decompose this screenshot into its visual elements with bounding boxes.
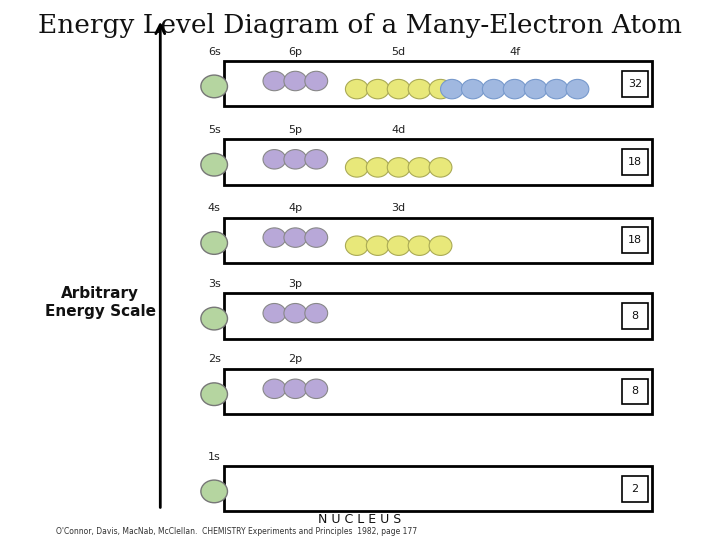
Circle shape <box>201 480 228 503</box>
Circle shape <box>284 71 307 91</box>
Circle shape <box>305 379 328 399</box>
Circle shape <box>346 79 368 99</box>
Text: 18: 18 <box>628 157 642 167</box>
Circle shape <box>305 150 328 169</box>
Bar <box>622 149 649 175</box>
Circle shape <box>263 379 286 399</box>
Circle shape <box>305 303 328 323</box>
Circle shape <box>201 75 228 98</box>
Circle shape <box>284 379 307 399</box>
Circle shape <box>387 236 410 255</box>
Text: 6p: 6p <box>288 46 302 57</box>
Text: 4d: 4d <box>392 125 406 135</box>
Circle shape <box>284 228 307 247</box>
Text: 3p: 3p <box>288 279 302 289</box>
Circle shape <box>284 303 307 323</box>
Text: O'Connor, Davis, MacNab, McClellan.  CHEMISTRY Experiments and Principles  1982,: O'Connor, Davis, MacNab, McClellan. CHEM… <box>55 526 417 536</box>
Text: Arbitrary
Energy Scale: Arbitrary Energy Scale <box>45 286 156 319</box>
Circle shape <box>429 158 452 177</box>
Text: 4f: 4f <box>509 46 521 57</box>
Circle shape <box>305 71 328 91</box>
Text: 4p: 4p <box>288 203 302 213</box>
Text: 5d: 5d <box>392 46 406 57</box>
Bar <box>224 61 652 106</box>
Circle shape <box>346 236 368 255</box>
Circle shape <box>284 150 307 169</box>
Circle shape <box>524 79 547 99</box>
Circle shape <box>201 153 228 176</box>
Circle shape <box>503 79 526 99</box>
Bar <box>224 466 652 511</box>
Text: 18: 18 <box>628 235 642 245</box>
Text: 4s: 4s <box>208 203 220 213</box>
Circle shape <box>566 79 589 99</box>
Circle shape <box>305 228 328 247</box>
Circle shape <box>263 71 286 91</box>
Text: 6s: 6s <box>208 46 220 57</box>
Circle shape <box>462 79 485 99</box>
Circle shape <box>408 236 431 255</box>
Circle shape <box>366 79 390 99</box>
Circle shape <box>366 158 390 177</box>
Circle shape <box>387 158 410 177</box>
Bar <box>224 139 652 185</box>
Bar <box>622 227 649 253</box>
Text: 5s: 5s <box>208 125 220 135</box>
Bar <box>224 293 652 339</box>
Circle shape <box>545 79 568 99</box>
Text: 5p: 5p <box>288 125 302 135</box>
Circle shape <box>263 303 286 323</box>
Bar <box>224 218 652 263</box>
Circle shape <box>408 158 431 177</box>
Bar <box>622 379 649 404</box>
Circle shape <box>201 383 228 406</box>
Bar <box>622 303 649 329</box>
Circle shape <box>201 232 228 254</box>
Circle shape <box>408 79 431 99</box>
Bar <box>622 476 649 502</box>
Circle shape <box>482 79 505 99</box>
Circle shape <box>346 158 368 177</box>
Text: 2: 2 <box>631 484 639 494</box>
Circle shape <box>429 236 452 255</box>
Circle shape <box>387 79 410 99</box>
Text: 2p: 2p <box>288 354 302 364</box>
Circle shape <box>263 150 286 169</box>
Text: 32: 32 <box>628 79 642 89</box>
Bar <box>622 71 649 97</box>
Text: 3s: 3s <box>208 279 220 289</box>
Circle shape <box>441 79 464 99</box>
Text: 2s: 2s <box>208 354 220 364</box>
Circle shape <box>429 79 452 99</box>
Circle shape <box>201 307 228 330</box>
Text: 3d: 3d <box>392 203 406 213</box>
Text: 8: 8 <box>631 311 639 321</box>
Circle shape <box>366 236 390 255</box>
Text: N U C L E U S: N U C L E U S <box>318 513 402 526</box>
Bar <box>224 369 652 414</box>
Text: 8: 8 <box>631 387 639 396</box>
Circle shape <box>263 228 286 247</box>
Text: Energy Level Diagram of a Many-Electron Atom: Energy Level Diagram of a Many-Electron … <box>38 14 682 38</box>
Text: 1s: 1s <box>208 451 220 462</box>
